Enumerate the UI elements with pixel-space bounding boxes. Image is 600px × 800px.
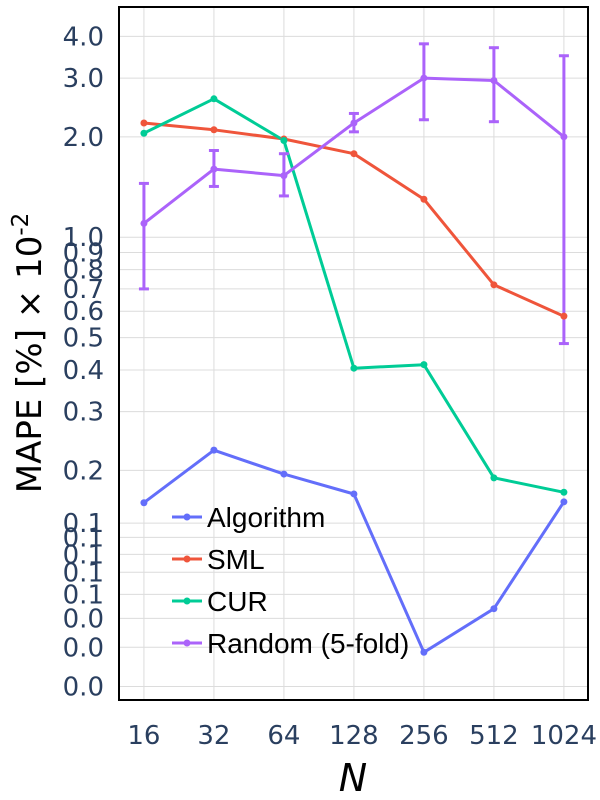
grid [119,7,588,700]
legend-marker-cur [183,597,191,605]
data-point-cur [420,361,428,369]
y-tick-label: 0.2 [63,456,104,486]
data-point-sml [560,312,568,320]
legend: Algorithm SML CUR Random (5-fold) [172,502,409,659]
y-tick-label: 0.4 [63,356,104,386]
y-tick-label: 0.9 [63,239,104,269]
y-tick-label: 0.3 [63,398,104,428]
legend-marker-sml [183,555,191,563]
data-point-random-5-fold [210,165,218,173]
legend-label-cur: CUR [207,586,268,617]
y-axis-title: MAPE [%] × 10-2 [8,213,50,494]
y-tick-label: 2.0 [63,123,104,153]
y-tick-label: 0.6 [63,297,104,327]
x-tick-label: 512 [469,721,519,751]
y-tick-label: 0.1 [63,509,104,539]
x-tick-label: 128 [329,721,379,751]
data-point-cur [490,474,498,482]
x-tick-labels: 16 32 64 128 256 512 1024 [127,721,597,751]
y-tick-label: 1.0 [63,223,104,253]
y-tick-label: 3.0 [63,64,104,94]
x-tick-label: 64 [267,721,300,751]
data-point-random-5-fold [560,133,568,141]
y-tick-label: 0.8 [63,256,104,286]
y-tick-label: 0.7 [63,275,104,305]
data-point-algorithm [280,470,288,478]
legend-marker-random-5-fold [183,639,191,647]
x-tick-label: 1024 [531,721,597,751]
data-point-random-5-fold [490,77,498,85]
legend-label-random-5-fold: Random (5-fold) [207,628,409,659]
data-point-algorithm [420,648,428,656]
y-tick-label: 0.0 [63,673,104,703]
data-point-algorithm [350,490,358,498]
y-tick-label: 0.0 [63,633,104,663]
data-point-sml [210,126,218,134]
data-point-algorithm [560,498,568,506]
x-axis-title: N [339,756,367,800]
markers [140,74,568,656]
data-point-random-5-fold [350,119,358,127]
data-point-cur [210,95,218,103]
y-axis-title-exponent: -2 [8,213,34,236]
x-tick-label: 32 [197,721,230,751]
data-point-random-5-fold [280,172,288,180]
data-point-algorithm [140,499,148,507]
legend-marker-algorithm [183,513,191,521]
legend-label-sml: SML [207,544,265,575]
x-tick-label: 256 [399,721,449,751]
y-tick-label: 0.1 [63,523,104,553]
data-point-sml [350,150,358,158]
y-tick-label: 4.0 [63,22,104,52]
data-point-algorithm [490,605,498,613]
plot-frame [118,6,589,701]
data-point-sml [140,119,148,127]
legend-label-algorithm: Algorithm [207,502,325,533]
y-axis-title-main: MAPE [%] × 10 [10,236,50,494]
data-point-random-5-fold [420,74,428,82]
y-tick-label: 0.1 [63,558,104,588]
data-point-cur [280,136,288,144]
data-point-cur [140,129,148,137]
y-tick-label: 0.5 [63,324,104,354]
data-point-algorithm [210,446,218,454]
data-point-cur [350,364,358,372]
data-point-sml [420,195,428,203]
y-tick-labels: 0.00.00.00.10.10.10.10.10.20.30.40.50.60… [63,22,104,702]
error-bars [138,42,569,346]
y-tick-label: 0.1 [63,580,104,610]
data-point-cur [560,488,568,496]
data-point-random-5-fold [140,219,148,227]
y-tick-label: 0.1 [63,540,104,570]
x-tick-label: 16 [127,721,160,751]
y-tick-label: 0.0 [63,604,104,634]
data-point-sml [490,281,498,289]
